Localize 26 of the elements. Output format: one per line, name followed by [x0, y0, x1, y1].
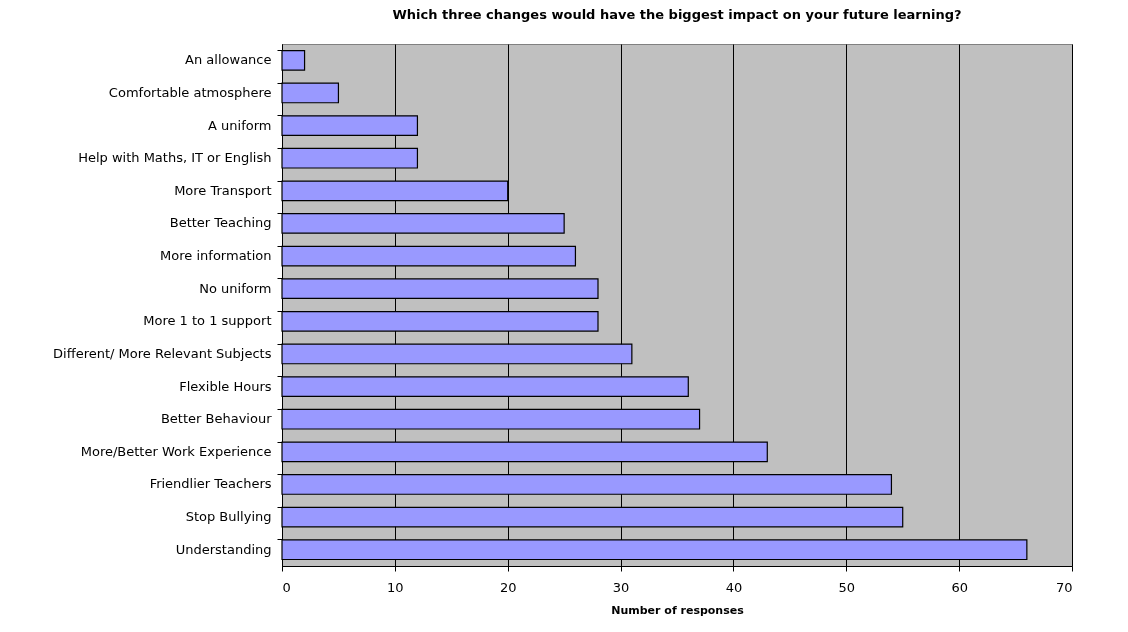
x-tick-label: 70: [1055, 579, 1073, 595]
y-tick-label: An allowance: [185, 52, 272, 68]
x-tick-label: 30: [612, 579, 630, 595]
x-tick-label: 10: [387, 579, 404, 595]
x-tick-label: 50: [838, 579, 856, 595]
y-tick-label: Flexible Hours: [179, 378, 272, 394]
y-tick-label: No uniform: [199, 280, 272, 296]
x-axis-title: Number of responses: [611, 603, 745, 617]
chart-title: Which three changes would have the biggest impact on your future learning?: [392, 7, 962, 22]
y-tick-label: Better Teaching: [169, 215, 272, 231]
y-tick-label: Better Behaviour: [160, 411, 273, 427]
y-tick-label: More information: [160, 248, 272, 264]
y-tick-label: Understanding: [175, 541, 272, 557]
y-tick-label: Comfortable atmosphere: [108, 84, 272, 100]
y-tick-label: Friendlier Teachers: [149, 476, 272, 492]
y-tick-label: Help with Maths, IT or English: [78, 150, 272, 166]
x-tick-label: 60: [951, 579, 968, 595]
y-tick-label: Different/ More Relevant Subjects: [53, 345, 272, 361]
y-tick-label: More 1 to 1 support: [143, 313, 272, 329]
y-tick-label: More/Better Work Experience: [80, 443, 272, 459]
x-tick-label: 0: [282, 579, 291, 595]
y-tick-label: Stop Bullying: [185, 509, 272, 525]
y-tick-label: A uniform: [208, 117, 272, 133]
x-tick-label: 20: [499, 579, 517, 595]
x-tick-label: 40: [725, 579, 743, 595]
y-tick-label: More Transport: [174, 182, 272, 198]
